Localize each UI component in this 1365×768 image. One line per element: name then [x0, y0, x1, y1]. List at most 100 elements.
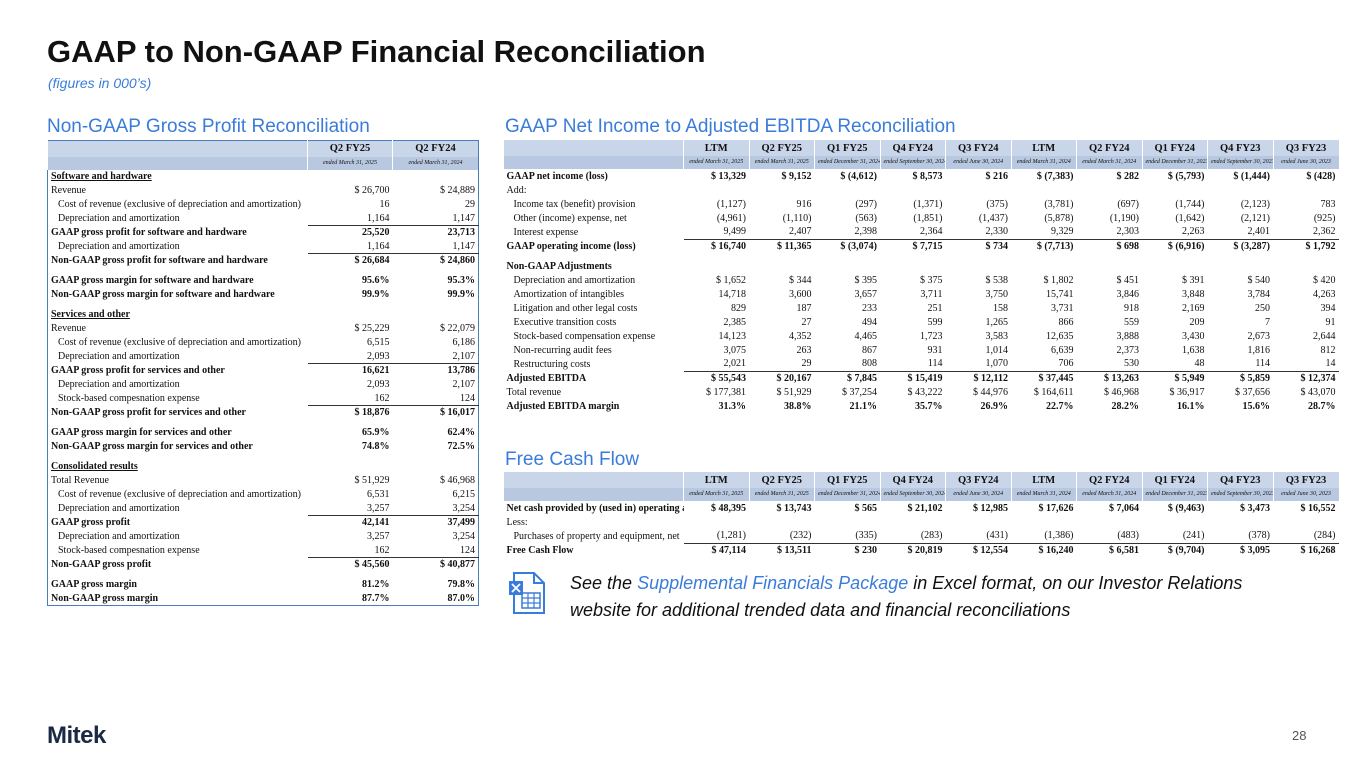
cell: 4,263	[1313, 288, 1336, 300]
cell	[880, 183, 946, 197]
cell: 250	[1255, 302, 1270, 314]
cell: 13,786	[392, 363, 479, 378]
cell	[308, 454, 393, 474]
cell: $ 24,860	[392, 253, 479, 268]
note-text: See the	[570, 573, 638, 593]
cell: $ 344	[789, 274, 812, 286]
table-row: Non-GAAP Adjustments	[504, 253, 1339, 273]
table-row: Stock-based compesnation expense 162 124	[48, 392, 479, 406]
cell: $ (3,287)	[1207, 238, 1273, 253]
cell: $ 16,268	[1273, 542, 1339, 557]
cell: 65.9%	[362, 427, 390, 438]
cell: $ 36,917	[1169, 386, 1205, 398]
cell: $ 13,743	[776, 502, 812, 514]
cell: 3,731	[1051, 302, 1074, 314]
table-row: Stock-based compesnation expense 162 124	[48, 544, 479, 558]
cell: (1,190)	[1109, 212, 1139, 224]
cell: 3,430	[1182, 330, 1205, 342]
column-subheader: ended September 30, 2023	[1207, 488, 1273, 501]
cell	[749, 183, 815, 197]
cell: $ 11,365	[749, 238, 815, 253]
table-row: GAAP net income (loss) $ 13,329 $ 9,152 $ (…	[504, 169, 1339, 183]
cell: 87.0%	[447, 592, 476, 604]
header-blank	[47, 140, 308, 157]
table-row: Depreciation and amortization 3,257 3,254	[48, 530, 479, 544]
cell: 2,385	[723, 316, 747, 328]
cell: (431)	[986, 530, 1008, 542]
table-row: GAAP gross profit for software and hardw…	[48, 225, 479, 240]
column-header: Q3 FY23	[1272, 140, 1339, 156]
cell: 1,638	[1182, 344, 1205, 356]
cell: $ 9,152	[781, 170, 812, 182]
row-label: Non-GAAP gross margin for software and h…	[51, 289, 275, 300]
cell: 74.8%	[362, 441, 390, 452]
table-row: Depreciation and amortization $ 1,652 $ 34…	[504, 273, 1339, 287]
cell	[946, 183, 1012, 197]
cell: $ 3,095	[1207, 542, 1273, 557]
cell: $ 538	[985, 274, 1009, 286]
table-row: Non-GAAP gross profit $ 45,560 $ 40,877	[48, 557, 479, 572]
cell: 48	[1194, 358, 1205, 370]
column-header: LTM	[1010, 472, 1077, 488]
cell: (563)	[855, 212, 877, 224]
table-row: Cost of revenue (exclusive of depreciati…	[48, 488, 479, 502]
cell: $ (6,916)	[1142, 238, 1208, 253]
column-subheader: ended December 31, 2024	[814, 156, 880, 169]
row-label: Depreciation and amortization	[58, 241, 180, 252]
cell: (284)	[1313, 530, 1336, 542]
cell: $ 21,102	[907, 502, 943, 514]
cell	[1208, 183, 1274, 197]
cell: 4,465	[854, 330, 878, 342]
cell: 95.6%	[362, 275, 390, 286]
cell	[1077, 183, 1143, 197]
cell: $ 55,543	[683, 370, 749, 385]
row-label: GAAP gross margin	[51, 579, 137, 590]
cell: $ 12,374	[1273, 370, 1339, 385]
cell: $ 51,929	[776, 386, 812, 398]
cell: 931	[927, 344, 943, 356]
cell	[1011, 515, 1077, 529]
cell: (925)	[1313, 212, 1336, 224]
cell: $ 40,877	[392, 557, 479, 572]
row-label: Cost of revenue (exclusive of depreciati…	[58, 337, 301, 348]
cell: (1,851)	[913, 212, 943, 224]
subheader-row: ended March 31, 2025 ended March 31, 2024	[47, 156, 479, 170]
table-row: Non-GAAP gross margin 87.7% 87.0%	[48, 592, 479, 606]
row-label: Software and hardware	[51, 171, 152, 182]
row-label: Interest expense	[513, 226, 579, 238]
cell: 916	[796, 198, 812, 210]
cell: $ 177,381	[706, 386, 746, 398]
cell	[393, 170, 479, 184]
cell: 26.9%	[980, 400, 1009, 412]
column-header: LTM	[683, 140, 749, 156]
cell: $ 48,395	[711, 502, 746, 514]
logo: Mitek	[47, 722, 106, 749]
table-row: Services and other	[48, 302, 479, 322]
table-row: GAAP gross profit 42,141 37,499	[48, 515, 479, 530]
column-subheader: ended September 30, 2024	[879, 488, 946, 501]
table-row: Less:	[504, 515, 1339, 529]
cell: 15,741	[1046, 288, 1074, 300]
cell: 14,718	[718, 288, 747, 300]
cell: $ 37,254	[842, 386, 877, 398]
cell	[684, 183, 750, 197]
table-row: GAAP gross margin for services and other…	[48, 420, 479, 440]
table-row: Total revenue $ 177,381 $ 51,929 $ 37,254 $ …	[504, 385, 1339, 399]
column-subheader: ended March 31, 2024	[1010, 156, 1077, 169]
cell: 95.3%	[447, 275, 476, 286]
column-subheader: ended March 31, 2024	[1076, 488, 1142, 501]
cell: $ 43,070	[1300, 386, 1336, 398]
table-row: GAAP gross margin for software and hardw…	[48, 268, 479, 288]
excel-icon	[509, 572, 545, 614]
cell: $ 46,968	[440, 475, 475, 486]
cell: $ 216	[985, 170, 1009, 182]
cell: $ 20,167	[749, 370, 815, 385]
cell: 162	[374, 544, 390, 556]
row-label: Non-GAAP gross margin for services and o…	[51, 441, 253, 452]
column-subheader: ended September 30, 2024	[879, 156, 946, 169]
cell: 530	[1124, 358, 1139, 370]
column-subheader: ended June 30, 2023	[1272, 488, 1339, 501]
link[interactable]: Supplemental Financials Package	[637, 573, 909, 593]
cell: $ (5,793)	[1167, 170, 1205, 182]
cell	[684, 515, 750, 529]
